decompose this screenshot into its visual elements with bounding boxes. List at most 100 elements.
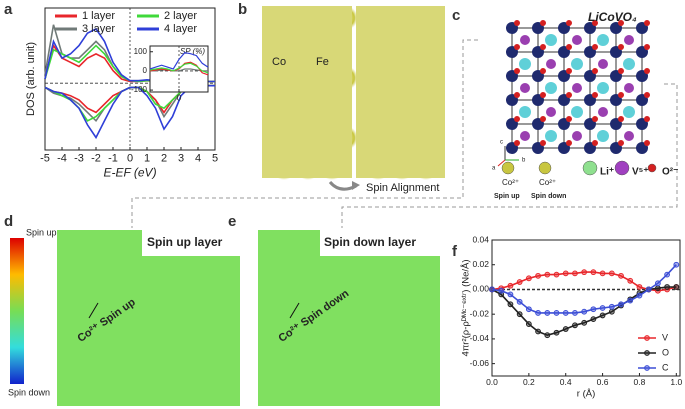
x-axis-label: r (Å) — [577, 388, 595, 399]
y-tick-label: 0 — [143, 66, 148, 75]
legend-note: Spin down — [531, 193, 566, 200]
atom — [519, 106, 531, 118]
atom — [597, 82, 609, 94]
atom — [566, 116, 572, 122]
structure-title: LiCoVO₄ — [588, 10, 637, 24]
data-point — [525, 275, 532, 282]
atom — [540, 20, 546, 26]
y-tick-label: -0.02 — [470, 308, 490, 318]
data-point — [507, 291, 514, 298]
data-point — [627, 277, 634, 284]
colorbar-label: Spin up — [26, 227, 57, 237]
x-tick-label: 2 — [161, 153, 167, 165]
atom — [618, 20, 624, 26]
caption: Spin Alignment — [366, 182, 439, 194]
atom — [520, 83, 530, 93]
atom — [598, 59, 608, 69]
atom — [618, 92, 624, 98]
legend-note: Spin up — [494, 193, 520, 200]
atom — [592, 140, 598, 146]
data-point — [608, 308, 615, 315]
axis-letter: b — [522, 158, 526, 164]
atom — [545, 34, 557, 46]
data-point — [664, 284, 670, 290]
atom — [624, 131, 634, 141]
atom — [520, 35, 530, 45]
atom — [566, 92, 572, 98]
data-point — [673, 284, 680, 290]
x-tick-label: 0.8 — [634, 377, 646, 387]
atom — [618, 116, 624, 122]
legend-label: V⁵⁺ — [632, 167, 649, 178]
data-point — [535, 328, 541, 335]
data-point — [673, 261, 680, 268]
panel-label: e — [228, 213, 236, 230]
panel-label: b — [238, 1, 247, 18]
data-point — [553, 310, 560, 316]
x-tick-label: 5 — [212, 153, 218, 165]
legend-label: 3 layer — [82, 23, 115, 35]
legend-label: V — [662, 332, 668, 342]
data-point — [562, 270, 569, 277]
y-tick-label: -100 — [131, 85, 148, 94]
x-tick-label: -5 — [40, 153, 50, 165]
y-axis-label: 4πr²(ρ-ρᴰᴹᶜ⁻ᵉˣᵗʳ) (Ne/Å) — [461, 259, 472, 356]
atom — [572, 83, 582, 93]
data-point — [525, 321, 532, 327]
atom — [644, 116, 650, 122]
density-map — [262, 6, 352, 178]
x-tick-label: 0.0 — [486, 377, 498, 387]
atom — [592, 20, 598, 26]
data-point — [636, 292, 643, 299]
data-point — [618, 301, 624, 308]
legend-marker — [644, 365, 650, 371]
atom — [644, 140, 650, 146]
data-point — [507, 282, 514, 289]
plot-frame — [491, 239, 681, 377]
legend-label: Li⁺ — [600, 167, 614, 178]
heatmap — [258, 230, 440, 406]
legend-atom — [582, 160, 598, 176]
atom — [514, 44, 520, 50]
legend-atom — [614, 160, 630, 176]
data-point — [608, 270, 615, 277]
data-point — [590, 306, 597, 313]
atom — [592, 68, 598, 74]
axis-arrow — [497, 159, 506, 167]
y-axis-label: SP (%) — [180, 47, 205, 56]
series-line — [491, 264, 677, 314]
data-point — [590, 269, 597, 276]
x-axis-label: E-EF (eV) — [103, 165, 156, 179]
atom — [546, 59, 556, 69]
atom-label: Fe — [316, 56, 329, 68]
atom — [597, 34, 609, 46]
x-tick-label: 0.4 — [560, 377, 572, 387]
data-point — [581, 269, 588, 276]
legend-atom — [647, 163, 657, 173]
atom — [545, 130, 557, 142]
legend-marker — [644, 350, 650, 356]
density-map — [356, 6, 445, 178]
atom — [644, 20, 650, 26]
x-tick-label: 0 — [177, 94, 182, 103]
layer-title: Spin up layer — [147, 235, 223, 249]
x-tick-label: -4 — [57, 153, 67, 165]
connector — [131, 39, 478, 228]
atom — [592, 92, 598, 98]
atom — [644, 68, 650, 74]
title-box — [142, 229, 241, 256]
data-point — [553, 271, 560, 278]
atom — [618, 68, 624, 74]
data-point — [544, 310, 551, 316]
arrow — [289, 302, 300, 319]
atom — [598, 107, 608, 117]
legend-label: O — [662, 347, 669, 357]
data-point — [498, 287, 505, 294]
data-point — [627, 297, 634, 304]
x-tick-label: 1 — [144, 153, 150, 165]
data-point — [590, 316, 597, 323]
y-tick-label: 100 — [134, 47, 148, 56]
layer-title: Spin down layer — [324, 235, 416, 249]
atom — [520, 131, 530, 141]
x-tick-label: -3 — [74, 153, 84, 165]
